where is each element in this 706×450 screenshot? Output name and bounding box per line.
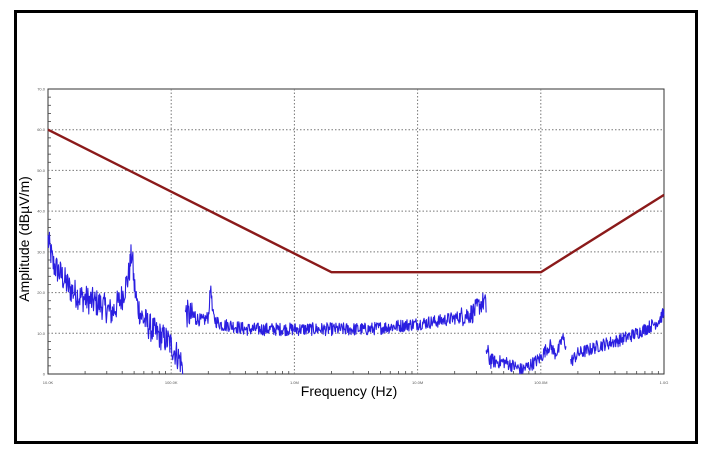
measurement-trace bbox=[485, 333, 567, 375]
measurement-trace bbox=[47, 231, 184, 375]
y-tick-labels: 0 10.0 20.0 30.0 40.0 50.0 60.0 70.0 bbox=[37, 87, 46, 377]
y-tick-label: 60.0 bbox=[37, 127, 46, 132]
series-group bbox=[47, 128, 665, 375]
measurement-trace bbox=[184, 285, 487, 337]
x-tick-label: 1.0G bbox=[660, 380, 669, 385]
x-tick-label: 10.0M bbox=[412, 380, 423, 385]
measurement-trace bbox=[570, 308, 665, 367]
y-tick-label: 70.0 bbox=[37, 87, 46, 92]
y-tick-label: 0 bbox=[43, 372, 46, 377]
y-tick-label: 10.0 bbox=[37, 331, 46, 336]
x-tick-label: 100.0K bbox=[165, 380, 178, 385]
x-tick-label: 10.0K bbox=[43, 380, 54, 385]
emission-chart: 10.0K 100.0K 1.0M 10.0M 100.0M 1.0G 0 10.0 20.0… bbox=[17, 87, 669, 400]
y-tick-label: 30.0 bbox=[37, 249, 46, 254]
x-tick-labels: 10.0K 100.0K 1.0M 10.0M 100.0M 1.0G bbox=[43, 380, 669, 385]
y-tick-label: 50.0 bbox=[37, 168, 46, 173]
x-tick-label: 1.0M bbox=[290, 380, 299, 385]
chart-frame: 10.0K 100.0K 1.0M 10.0M 100.0M 1.0G 0 10.0 20.0… bbox=[14, 10, 698, 444]
x-axis-title: Frequency (Hz) bbox=[301, 383, 397, 399]
y-axis-title: Amplitude (dBµV/m) bbox=[17, 176, 32, 302]
limit-line bbox=[47, 128, 665, 274]
y-tick-label: 40.0 bbox=[37, 209, 46, 214]
y-tick-label: 20.0 bbox=[37, 290, 46, 295]
x-tick-label: 100.0M bbox=[534, 380, 547, 385]
